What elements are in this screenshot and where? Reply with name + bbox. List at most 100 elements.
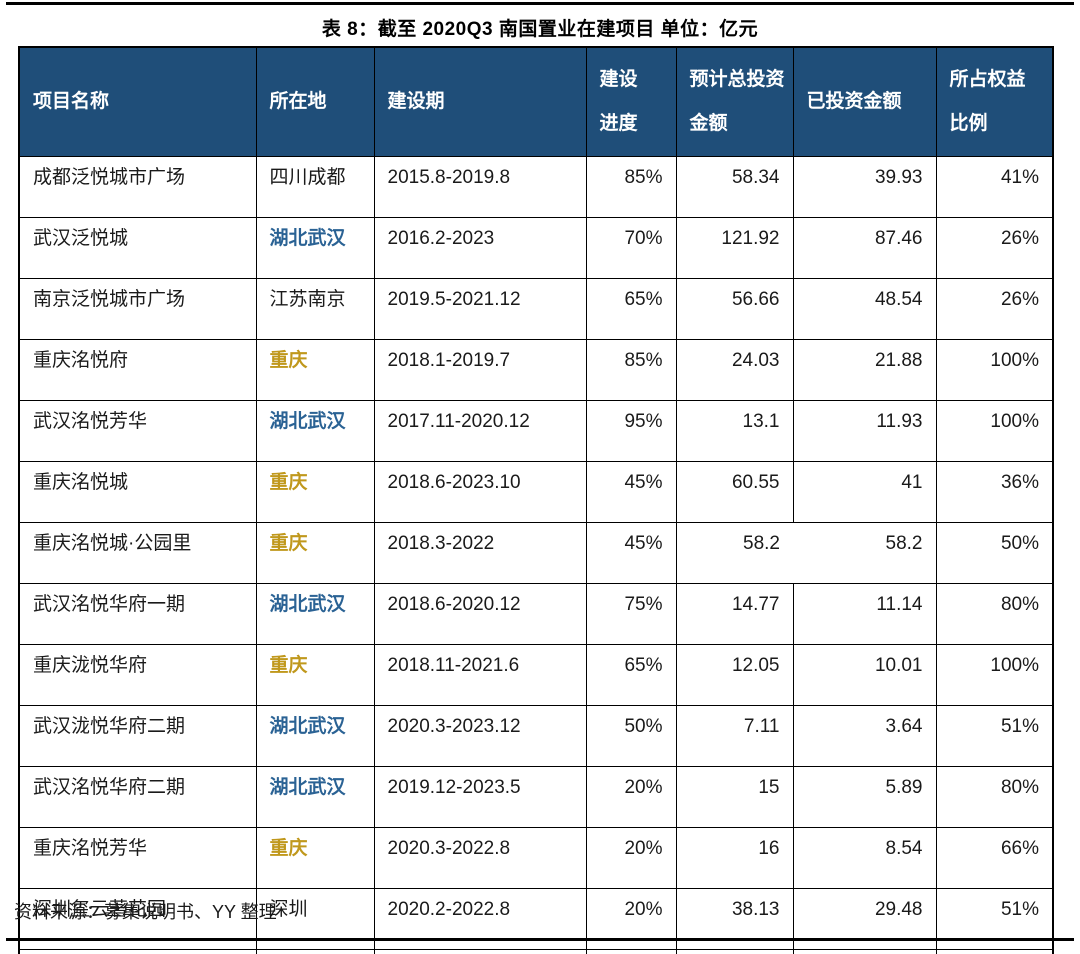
cell-location: 重庆 <box>255 339 375 401</box>
cell-progress: 85% <box>585 156 677 218</box>
cell-location: 湖北武汉 <box>255 217 375 279</box>
cell-project-name: 重庆泷悦华府 <box>18 644 257 706</box>
table-row: 武汉洺悦芳华 湖北武汉 2017.11-2020.12 95% 13.1 11.… <box>18 400 1054 462</box>
cell-construction-period: 2020.3-2022.8 <box>373 827 587 889</box>
table-row: 重庆洺悦城 重庆 2018.6-2023.10 45% 60.55 41 36% <box>18 461 1054 523</box>
table-row: 成都泛悦城市广场 四川成都 2015.8-2019.8 85% 58.34 39… <box>18 156 1054 218</box>
cell-equity-ratio: 50% <box>935 522 1054 584</box>
cell-construction-period: 2017.11-2020.12 <box>373 400 587 462</box>
cell-invested-amount: 8.54 <box>792 827 937 889</box>
cell-location: 湖北武汉 <box>255 583 375 645</box>
cell-total-investment: 14.77 <box>675 583 794 645</box>
cell-location: 江苏南京 <box>255 278 375 340</box>
cell-invested-amount: 87.46 <box>792 217 937 279</box>
cell-progress: 45% <box>585 461 677 523</box>
cell-location: 湖北武汉 <box>255 400 375 462</box>
cell-equity-ratio: 100% <box>935 400 1054 462</box>
cell-total-investment: 58.34 <box>675 156 794 218</box>
cell-invested-amount: 11.93 <box>792 400 937 462</box>
cell-project-name: 武汉泛悦城 <box>18 217 257 279</box>
cell-equity-ratio: 66% <box>935 827 1054 889</box>
cell-equity-ratio: 26% <box>935 278 1054 340</box>
cell-project-name: 武汉洺悦芳华 <box>18 400 257 462</box>
cell-equity-ratio: 80% <box>935 583 1054 645</box>
cell-construction-period: 2015.8-2019.8 <box>373 156 587 218</box>
cell-invested-amount: 41 <box>792 461 937 523</box>
cell-total-investment: 12.05 <box>675 644 794 706</box>
cell-project-name: 成都泛悦城市广场 <box>18 156 257 218</box>
cell-progress: 95% <box>585 400 677 462</box>
cell-construction-period: 2019.5-2021.12 <box>373 278 587 340</box>
cell-invested-amount: 3.64 <box>792 705 937 767</box>
cell-construction-period: 2018.6-2020.12 <box>373 583 587 645</box>
cell-location: 重庆 <box>255 644 375 706</box>
cell-total-investment: 58.2 <box>675 522 793 584</box>
cell-project-name: 重庆洺悦城·公园里 <box>18 522 257 584</box>
cell-project-name: 南京泛悦城市广场 <box>18 278 257 340</box>
cell-project-name: 重庆洺悦城 <box>18 461 257 523</box>
table-row: 武汉洺悦华府二期 湖北武汉 2019.12-2023.5 20% 15 5.89… <box>18 766 1054 828</box>
table-row: 合计 495.86 357.1 <box>18 949 1054 954</box>
cell-project-name: 武汉洺悦华府一期 <box>18 583 257 645</box>
cell-total-investment: 121.92 <box>675 217 794 279</box>
cell-location: 重庆 <box>255 522 375 584</box>
header-row: 项目名称 所在地 建设期 建设 进度 预计总投资 金额 已投资金额 所占权益 比… <box>18 46 1054 157</box>
cell-construction-period: 2018.3-2022 <box>373 522 587 584</box>
table-row: 重庆洺悦城·公园里 重庆 2018.3-2022 45% 58.2 58.2 5… <box>18 522 1054 584</box>
table-row: 南京泛悦城市广场 江苏南京 2019.5-2021.12 65% 56.66 4… <box>18 278 1054 340</box>
cell-equity-ratio: 100% <box>935 339 1054 401</box>
cell-progress: 85% <box>585 339 677 401</box>
cell-equity-ratio: 36% <box>935 461 1054 523</box>
cell-total-investment: 13.1 <box>675 400 794 462</box>
cell-construction-period: 2019.12-2023.5 <box>373 766 587 828</box>
cell-invested-amount: 58.2 <box>792 522 937 584</box>
cell-location: 重庆 <box>255 461 375 523</box>
cell-invested-amount: 39.93 <box>792 156 937 218</box>
cell-progress: 65% <box>585 278 677 340</box>
col-header-project-name: 项目名称 <box>18 46 257 157</box>
cell-progress: 45% <box>585 522 677 584</box>
cell-invested-amount: 11.14 <box>792 583 937 645</box>
cell-equity-ratio: 80% <box>935 766 1054 828</box>
table-header: 项目名称 所在地 建设期 建设 进度 预计总投资 金额 已投资金额 所占权益 比… <box>18 46 1054 157</box>
cell-equity-ratio: 41% <box>935 156 1054 218</box>
cell-equity-ratio: 100% <box>935 644 1054 706</box>
cell-project-name: 武汉泷悦华府二期 <box>18 705 257 767</box>
cell-progress <box>585 949 677 954</box>
col-header-equity-ratio: 所占权益 比例 <box>935 46 1054 157</box>
cell-progress: 50% <box>585 705 677 767</box>
cell-invested-amount: 5.89 <box>792 766 937 828</box>
cell-location <box>255 949 375 954</box>
cell-project-name: 重庆洺悦府 <box>18 339 257 401</box>
cell-equity-ratio: 26% <box>935 217 1054 279</box>
cell-total-investment: 60.55 <box>675 461 794 523</box>
cell-invested-amount: 48.54 <box>792 278 937 340</box>
cell-project-name: 合计 <box>18 949 257 954</box>
cell-construction-period: 2018.1-2019.7 <box>373 339 587 401</box>
cell-total-investment: 495.86 <box>675 949 794 954</box>
table-body: 成都泛悦城市广场 四川成都 2015.8-2019.8 85% 58.34 39… <box>18 156 1054 954</box>
top-divider <box>6 2 1074 5</box>
cell-construction-period <box>373 949 587 954</box>
col-header-period: 建设期 <box>373 46 587 157</box>
cell-equity-ratio: 51% <box>935 705 1054 767</box>
projects-table: 项目名称 所在地 建设期 建设 进度 预计总投资 金额 已投资金额 所占权益 比… <box>18 46 1054 954</box>
table-row: 武汉洺悦华府一期 湖北武汉 2018.6-2020.12 75% 14.77 1… <box>18 583 1054 645</box>
col-header-progress: 建设 进度 <box>585 46 677 157</box>
col-header-total-investment: 预计总投资 金额 <box>675 46 794 157</box>
cell-location: 湖北武汉 <box>255 766 375 828</box>
cell-progress: 20% <box>585 766 677 828</box>
table-row: 武汉泷悦华府二期 湖北武汉 2020.3-2023.12 50% 7.11 3.… <box>18 705 1054 767</box>
cell-total-investment: 7.11 <box>675 705 794 767</box>
cell-project-name: 重庆洺悦芳华 <box>18 827 257 889</box>
table-row: 武汉泛悦城 湖北武汉 2016.2-2023 70% 121.92 87.46 … <box>18 217 1054 279</box>
cell-total-investment: 24.03 <box>675 339 794 401</box>
cell-total-investment: 16 <box>675 827 794 889</box>
cell-project-name: 武汉洺悦华府二期 <box>18 766 257 828</box>
cell-progress: 20% <box>585 827 677 889</box>
cell-invested-amount: 21.88 <box>792 339 937 401</box>
cell-location: 重庆 <box>255 827 375 889</box>
cell-construction-period: 2018.11-2021.6 <box>373 644 587 706</box>
source-note: 资料来源：募集说明书、YY 整理 <box>14 902 277 922</box>
